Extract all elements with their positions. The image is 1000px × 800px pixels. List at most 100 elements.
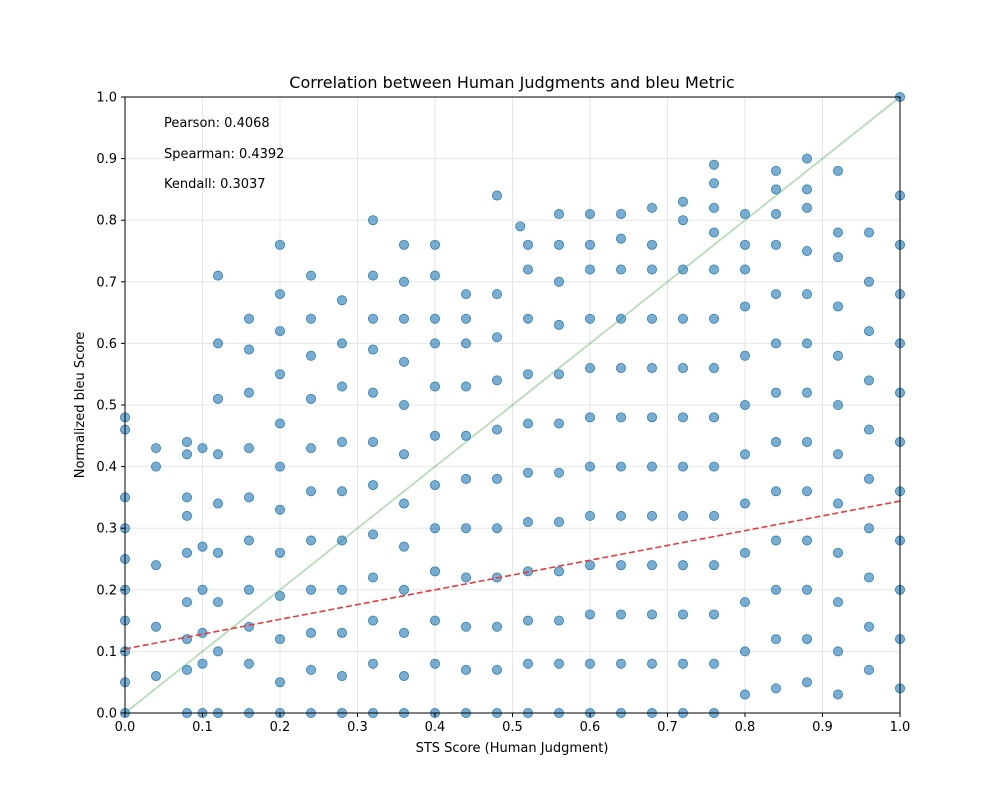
data-point (833, 399, 844, 410)
data-point (585, 658, 596, 669)
data-point (274, 677, 285, 688)
data-point (491, 289, 502, 300)
data-point (709, 461, 720, 472)
data-point (554, 239, 565, 250)
x-tick-label: 0.2 (270, 720, 291, 735)
data-point (709, 560, 720, 571)
diagonal-line (124, 96, 901, 714)
data-point (398, 276, 409, 287)
data-point (212, 338, 223, 349)
data-point (647, 461, 658, 472)
data-point (336, 295, 347, 306)
data-point (585, 461, 596, 472)
data-point (709, 159, 720, 170)
data-point (864, 473, 875, 484)
data-point (554, 566, 565, 577)
y-tick-label: 0.7 (96, 275, 117, 290)
data-point (367, 658, 378, 669)
data-point (864, 326, 875, 337)
data-point (740, 399, 751, 410)
data-point (740, 449, 751, 460)
data-point (709, 510, 720, 521)
data-point (305, 270, 316, 281)
data-point (864, 664, 875, 675)
data-point (709, 313, 720, 324)
data-point (150, 461, 161, 472)
data-point (515, 221, 526, 232)
data-point (460, 523, 471, 534)
data-point (274, 590, 285, 601)
data-point (554, 517, 565, 528)
data-point (833, 252, 844, 263)
data-point (802, 535, 813, 546)
data-point (243, 658, 254, 669)
data-point (523, 467, 534, 478)
data-point (647, 313, 658, 324)
data-point (554, 319, 565, 330)
data-point (274, 326, 285, 337)
data-point (709, 609, 720, 620)
data-point (460, 473, 471, 484)
data-point (554, 418, 565, 429)
x-tick-label: 1.0 (890, 720, 911, 735)
data-point (336, 381, 347, 392)
data-point (429, 566, 440, 577)
data-point (181, 436, 192, 447)
data-point (709, 658, 720, 669)
data-point (274, 239, 285, 250)
data-point (212, 597, 223, 608)
data-point (429, 480, 440, 491)
data-point (554, 615, 565, 626)
data-point (243, 387, 254, 398)
data-point (523, 517, 534, 528)
data-point (771, 289, 782, 300)
data-point (460, 289, 471, 300)
data-point (305, 443, 316, 454)
data-point (274, 504, 285, 515)
data-point (616, 609, 627, 620)
data-point (585, 510, 596, 521)
data-point (398, 399, 409, 410)
data-point (181, 664, 192, 675)
data-point (243, 535, 254, 546)
data-point (460, 572, 471, 583)
data-point (181, 597, 192, 608)
data-point (864, 227, 875, 238)
data-point (491, 621, 502, 632)
data-point (678, 313, 689, 324)
data-point (833, 597, 844, 608)
data-point (367, 615, 378, 626)
data-point (398, 627, 409, 638)
data-point (367, 436, 378, 447)
data-point (243, 443, 254, 454)
data-point (740, 547, 751, 558)
data-point (429, 381, 440, 392)
data-point (616, 560, 627, 571)
y-tick-label: 0.1 (96, 645, 117, 660)
data-point (864, 572, 875, 583)
x-tick-label: 0.1 (192, 720, 213, 735)
data-point (771, 584, 782, 595)
data-point (243, 492, 254, 503)
data-point (367, 480, 378, 491)
data-point (398, 541, 409, 552)
data-point (243, 584, 254, 595)
data-point (585, 609, 596, 620)
data-point (864, 523, 875, 534)
data-point (336, 338, 347, 349)
data-point (833, 301, 844, 312)
data-point (197, 443, 208, 454)
y-tick-label: 1.0 (96, 91, 117, 106)
regression-line (124, 500, 901, 650)
data-point (740, 264, 751, 275)
data-point (460, 338, 471, 349)
data-point (647, 609, 658, 620)
data-point (523, 418, 534, 429)
y-tick-label: 0.3 (96, 522, 117, 537)
data-point (305, 664, 316, 675)
data-point (274, 547, 285, 558)
data-point (554, 369, 565, 380)
data-point (212, 646, 223, 657)
data-point (802, 245, 813, 256)
data-point (647, 412, 658, 423)
